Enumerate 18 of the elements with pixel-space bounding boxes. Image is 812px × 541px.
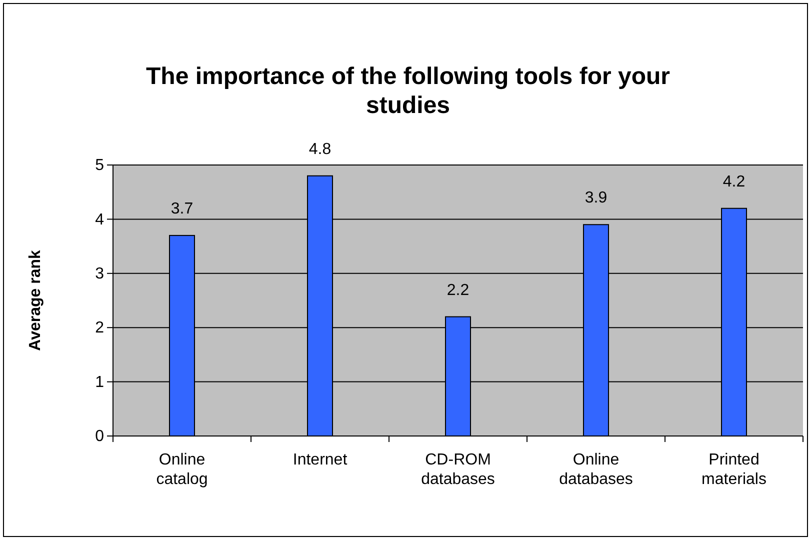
data-label: 4.2 [722, 173, 746, 190]
data-label: 3.7 [170, 200, 194, 218]
y-tick-label: 0 [95, 428, 104, 446]
y-tick-label: 2 [95, 320, 104, 337]
x-tick-label: Online catalog [156, 452, 208, 488]
x-tick-label: Internet [292, 452, 348, 469]
x-tick-label: Online databases [559, 452, 633, 488]
x-tick-label: Printed materials [702, 452, 766, 488]
data-label: 3.9 [584, 190, 608, 207]
data-label: 2.2 [446, 282, 470, 299]
data-label: 4.8 [308, 140, 332, 158]
y-axis-title: Average rank [27, 250, 44, 351]
y-tick-label: 4 [95, 211, 104, 228]
y-tick-label: 3 [95, 266, 104, 283]
x-tick-label: CD-ROM databases [421, 452, 495, 488]
y-tick-label: 1 [95, 374, 104, 391]
chart-title: The importance of the following tools for your studies [146, 63, 670, 119]
y-tick-label: 5 [95, 157, 104, 174]
